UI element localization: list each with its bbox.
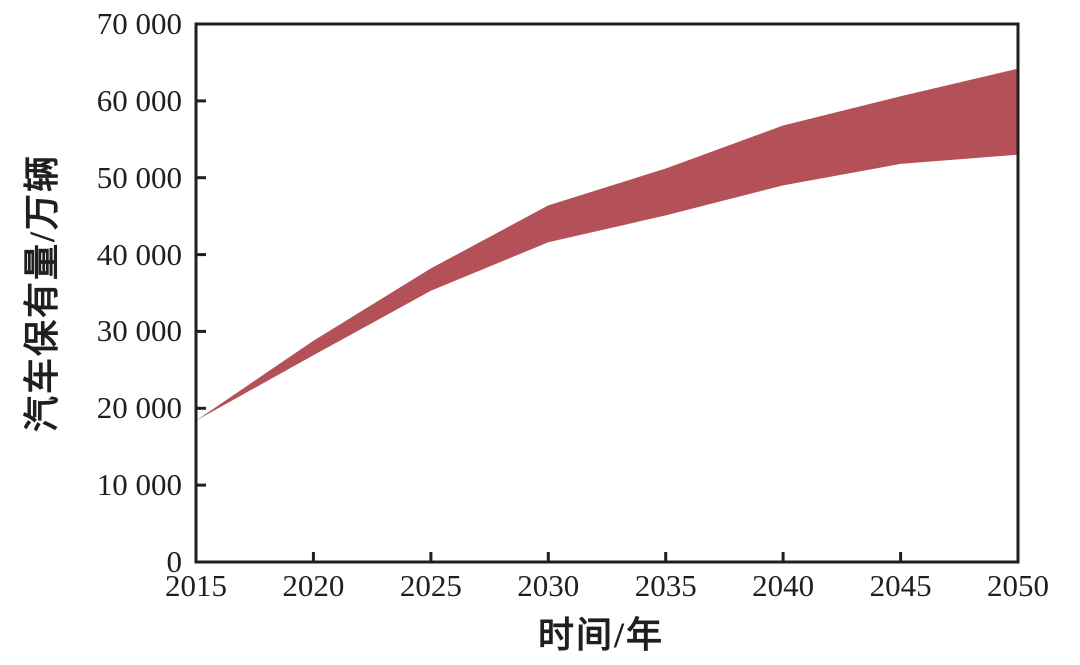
y-tick-label: 60 000 xyxy=(96,82,182,118)
x-tick-label: 2025 xyxy=(399,568,462,603)
y-tick-label: 70 000 xyxy=(96,6,182,41)
y-tick-label: 40 000 xyxy=(96,236,182,272)
x-tick-label: 2030 xyxy=(517,568,580,603)
x-tick-label: 2045 xyxy=(869,568,932,603)
x-axis-title: 时间/年 xyxy=(537,615,664,655)
y-tick-label: 10 000 xyxy=(96,467,182,503)
y-tick-label: 20 000 xyxy=(96,390,182,426)
projection-range-band xyxy=(196,68,1018,421)
y-axis-title: 汽车保有量/万辆 xyxy=(22,154,62,433)
y-tick-label: 50 000 xyxy=(96,159,182,195)
x-tick-label: 2020 xyxy=(282,568,345,603)
x-tick-label: 2040 xyxy=(752,568,815,603)
x-tick-label: 2015 xyxy=(165,568,227,603)
axis-frame xyxy=(194,22,1020,564)
y-tick-label: 30 000 xyxy=(96,313,182,349)
x-tick-label: 2035 xyxy=(634,568,697,603)
x-tick-label: 2050 xyxy=(987,568,1049,603)
y-tick-label: 0 xyxy=(166,544,183,579)
